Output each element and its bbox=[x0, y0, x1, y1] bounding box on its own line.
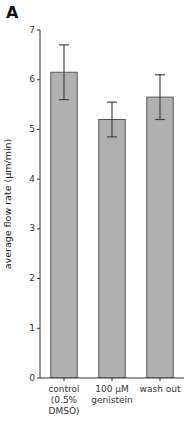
x-tick bbox=[64, 378, 65, 381]
y-tick bbox=[37, 328, 40, 329]
x-tick-label-line: wash out bbox=[140, 384, 181, 394]
error-line bbox=[59, 44, 69, 45]
y-tick-label: 3 bbox=[29, 223, 35, 233]
y-tick-label: 2 bbox=[29, 273, 35, 283]
error-bar bbox=[155, 75, 165, 120]
y-tick-label: 4 bbox=[29, 174, 35, 184]
error-line bbox=[59, 99, 69, 100]
y-tick-label: 1 bbox=[29, 323, 35, 333]
error-line bbox=[155, 74, 165, 75]
error-line bbox=[159, 75, 160, 120]
bar bbox=[147, 97, 173, 378]
y-tick bbox=[37, 378, 40, 379]
error-line bbox=[107, 136, 117, 137]
error-line bbox=[111, 102, 112, 137]
x-tick-label: wash out bbox=[140, 384, 181, 394]
y-tick bbox=[37, 30, 40, 31]
y-tick-label: 6 bbox=[29, 74, 35, 84]
y-tick bbox=[37, 79, 40, 80]
panel-label: A bbox=[6, 3, 19, 22]
y-tick-label: 7 bbox=[29, 25, 35, 35]
y-tick bbox=[37, 179, 40, 180]
plot-area bbox=[51, 45, 173, 378]
x-tick-label-line: DMSO) bbox=[48, 406, 79, 416]
x-tick-label-line: control bbox=[48, 384, 79, 394]
x-tick-label-line: (0.5% bbox=[51, 395, 78, 405]
bar bbox=[99, 119, 125, 378]
error-bar bbox=[59, 45, 69, 100]
y-tick-label: 0 bbox=[29, 373, 35, 383]
bar bbox=[51, 72, 77, 378]
error-line bbox=[107, 101, 117, 102]
x-tick-label: 100 μMgenistein bbox=[91, 384, 132, 405]
error-bar bbox=[107, 102, 117, 137]
x-tick-label-line: 100 μM bbox=[95, 384, 129, 394]
y-tick bbox=[37, 278, 40, 279]
chart-container: 0 1 2 3 4 5 6 7 control(0.5%DMSO) 100 μMgenistein… bbox=[0, 0, 190, 424]
y-tick-label: 5 bbox=[29, 124, 35, 134]
y-tick bbox=[37, 129, 40, 130]
error-line bbox=[155, 119, 165, 120]
y-tick bbox=[37, 228, 40, 229]
y-axis-label: average flow rate (μm/min) bbox=[2, 139, 13, 270]
error-line bbox=[63, 45, 64, 100]
x-tick bbox=[160, 378, 161, 381]
x-tick-label: control(0.5%DMSO) bbox=[48, 384, 79, 416]
x-tick-label-line: genistein bbox=[91, 395, 132, 405]
x-tick bbox=[112, 378, 113, 381]
y-axis-line bbox=[40, 30, 41, 378]
chart-svg: 0 1 2 3 4 5 6 7 control(0.5%DMSO) 100 μMgenistein… bbox=[0, 0, 190, 424]
